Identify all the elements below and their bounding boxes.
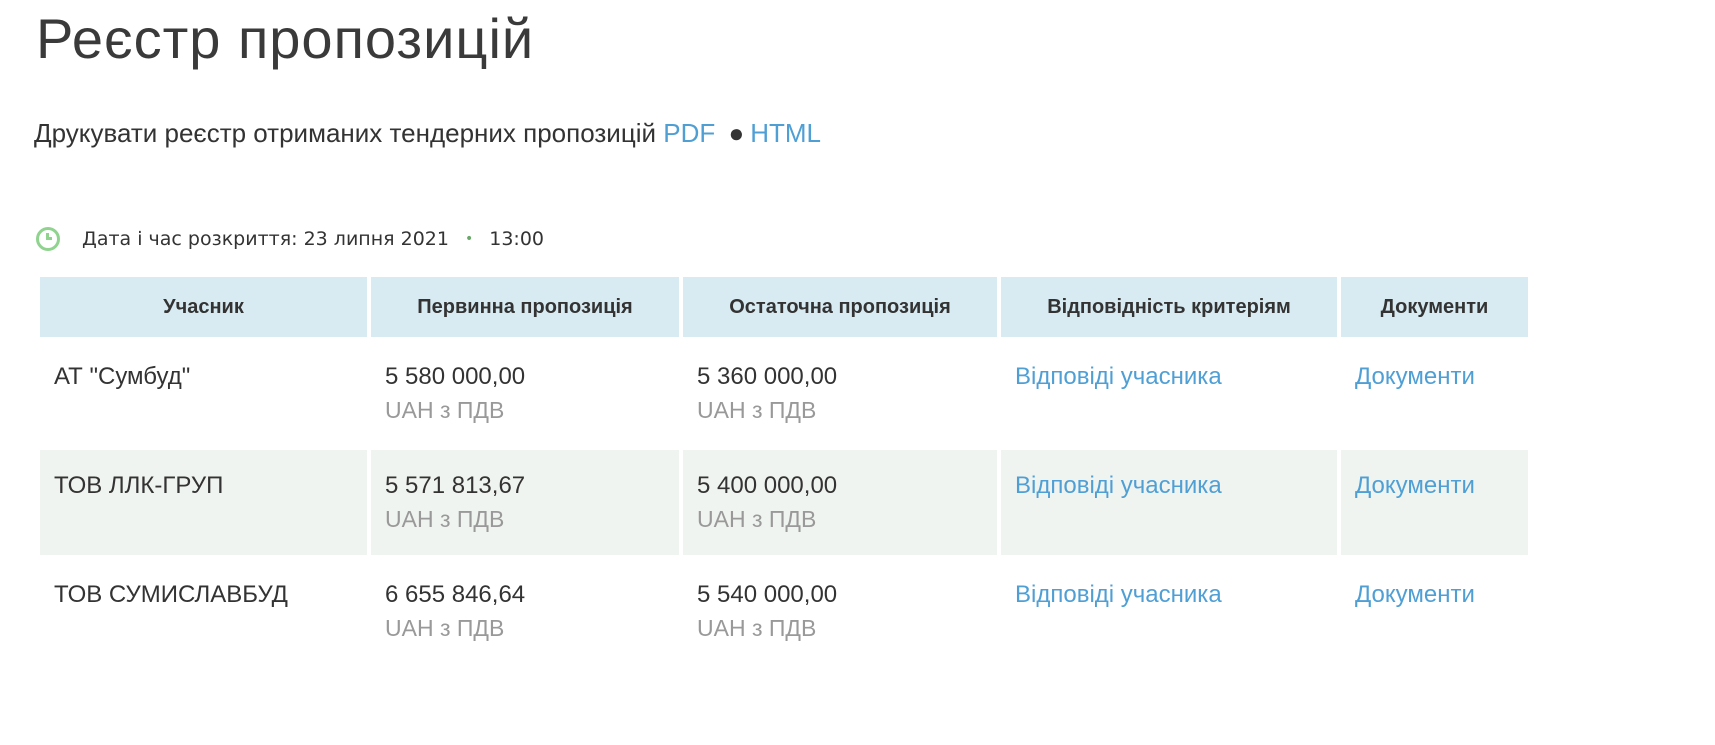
participant-name: ТОВ ЛЛК-ГРУП [40,450,367,555]
bullet-dot: • [464,231,474,247]
initial-bid: 6 655 846,64 UAH з ПДВ [371,559,679,664]
header-documents: Документи [1341,277,1528,337]
opening-time: 13:00 [489,228,544,250]
participant-answers-link[interactable]: Відповіді учасника [1015,363,1222,390]
table-row: ТОВ СУМИСЛАВБУД 6 655 846,64 UAH з ПДВ 5 … [40,559,1528,664]
page-title: Реєстр пропозицій [36,7,535,70]
table-header: Учасник Первинна пропозиція Остаточна пр… [40,277,1528,337]
initial-amount: 5 580 000,00 [385,363,526,390]
print-pdf-link[interactable]: PDF [663,118,716,148]
criteria-cell: Відповіді учасника [1001,450,1337,555]
currency: UAH з ПДВ [697,615,817,641]
participant-name: АТ "Сумбуд" [54,363,191,390]
currency: UAH з ПДВ [385,506,505,532]
print-register: Друкувати реєстр отриманих тендерних про… [34,118,821,149]
header-initial: Первинна пропозиція [371,277,679,337]
header-criteria: Відповідність критеріям [1001,277,1337,337]
currency: UAH з ПДВ [697,397,817,423]
initial-bid: 5 580 000,00 UAH з ПДВ [371,341,679,446]
clock-icon [36,227,60,251]
final-amount: 5 540 000,00 [697,581,838,608]
documents-link[interactable]: Документи [1355,472,1475,499]
final-amount: 5 400 000,00 [697,472,838,499]
table-row: АТ "Сумбуд" 5 580 000,00 UAH з ПДВ 5 360 … [40,341,1528,446]
opening-date: Дата і час розкриття: 23 липня 2021 • 13… [36,227,544,251]
header-participant: Учасник [40,277,367,337]
final-bid: 5 400 000,00 UAH з ПДВ [683,450,997,555]
participant-answers-link[interactable]: Відповіді учасника [1015,581,1222,608]
currency: UAH з ПДВ [697,506,817,532]
initial-amount: 6 655 846,64 [385,581,526,608]
print-label: Друкувати реєстр отриманих тендерних про… [34,118,657,148]
bids-table: Учасник Первинна пропозиція Остаточна пр… [36,273,1532,668]
print-html-link[interactable]: HTML [750,118,821,148]
final-amount: 5 360 000,00 [697,363,838,390]
criteria-cell: Відповіді учасника [1001,559,1337,664]
separator-dot: ● [728,118,745,148]
documents-link[interactable]: Документи [1355,581,1475,608]
documents-link[interactable]: Документи [1355,363,1475,390]
participant-name: ТОВ СУМИСЛАВБУД [54,581,288,608]
initial-bid: 5 571 813,67 UAH з ПДВ [371,450,679,555]
documents-cell: Документи [1341,559,1528,664]
currency: UAH з ПДВ [385,397,505,423]
documents-cell: Документи [1341,341,1528,446]
criteria-cell: Відповіді учасника [1001,341,1337,446]
currency: UAH з ПДВ [385,615,505,641]
final-bid: 5 540 000,00 UAH з ПДВ [683,559,997,664]
documents-cell: Документи [1341,450,1528,555]
opening-date-label: Дата і час розкриття: 23 липня 2021 [82,228,449,250]
participant-answers-link[interactable]: Відповіді учасника [1015,472,1222,499]
table-row: ТОВ ЛЛК-ГРУП 5 571 813,67 UAH з ПДВ 5 400… [40,450,1528,555]
final-bid: 5 360 000,00 UAH з ПДВ [683,341,997,446]
initial-amount: 5 571 813,67 [385,472,526,499]
header-final: Остаточна пропозиція [683,277,997,337]
